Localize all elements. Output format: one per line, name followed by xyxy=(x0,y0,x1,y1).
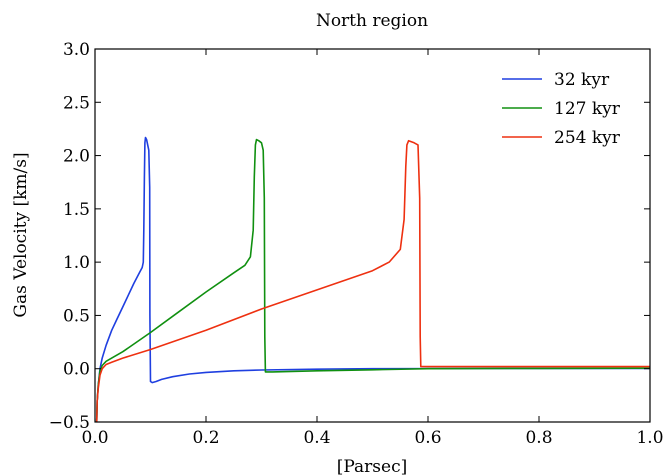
x-tick-label: 0.4 xyxy=(303,428,330,448)
legend-label: 254 kyr xyxy=(554,128,621,148)
y-tick-label: 1.0 xyxy=(63,253,90,273)
x-tick-label: 0.0 xyxy=(81,428,108,448)
y-tick-label: 2.5 xyxy=(63,93,90,113)
x-tick-label: 0.2 xyxy=(192,428,219,448)
x-tick-label: 0.8 xyxy=(525,428,552,448)
y-axis-ticks: −0.5 0.0 0.5 1.0 1.5 2.0 2.5 3.0 xyxy=(49,40,650,433)
series-line-2 xyxy=(95,138,650,422)
y-tick-label: 2.0 xyxy=(63,147,90,167)
series-line-1 xyxy=(95,136,650,422)
series-line-3 xyxy=(95,139,650,422)
plot-frame xyxy=(94,48,651,423)
y-tick-label: 3.0 xyxy=(63,40,90,60)
y-tick-label: 1.5 xyxy=(63,200,90,220)
legend-label: 127 kyr xyxy=(554,99,621,119)
y-tick-label: −0.5 xyxy=(49,413,90,433)
x-tick-label: 0.6 xyxy=(414,428,441,448)
chart-title: North region xyxy=(316,11,428,31)
legend-label: 32 kyr xyxy=(554,70,610,90)
legend: 32 kyr 127 kyr 254 kyr xyxy=(502,70,621,148)
x-axis-ticks: 0.0 0.2 0.4 0.6 0.8 1.0 xyxy=(81,49,664,448)
x-tick-label: 1.0 xyxy=(636,428,663,448)
x-axis-label: [Parsec] xyxy=(337,457,408,475)
y-tick-label: 0.5 xyxy=(63,306,90,326)
plot-lines xyxy=(95,136,650,422)
y-tick-label: 0.0 xyxy=(63,360,90,380)
y-axis-label: Gas Velocity [km/s] xyxy=(11,152,31,317)
